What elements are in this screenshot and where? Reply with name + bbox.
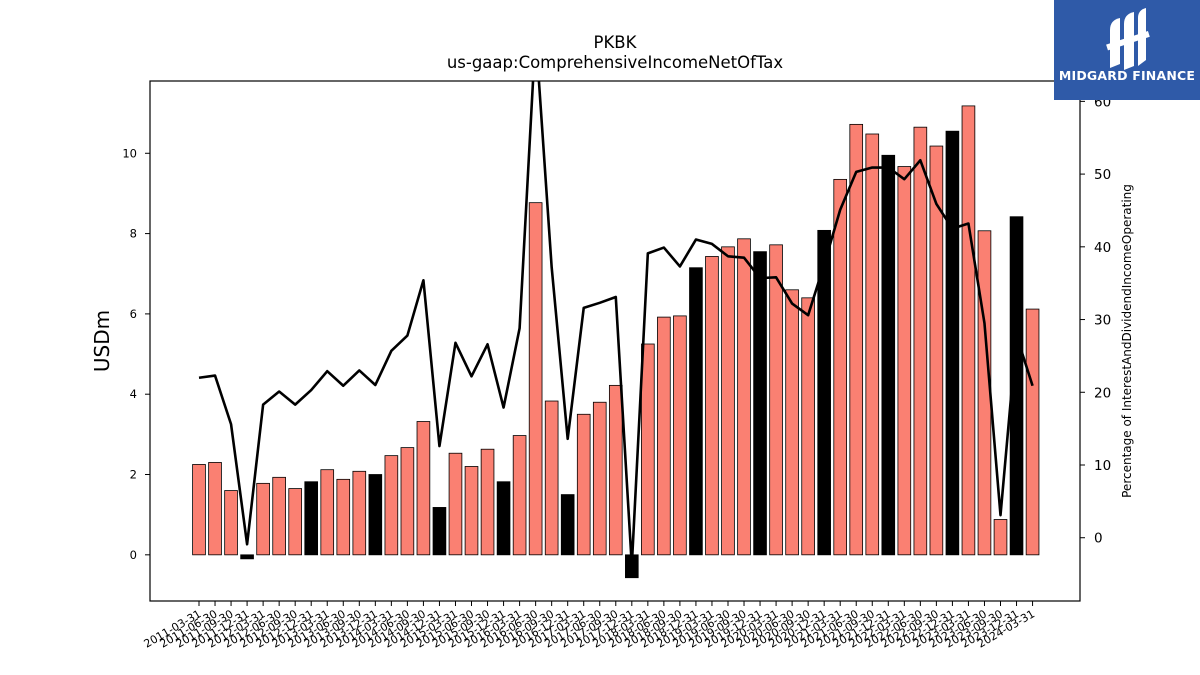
bar [1025,308,1040,556]
bar [320,469,335,556]
bar [769,244,783,556]
y2-tick-label: 20 [1094,385,1111,401]
bar [464,466,479,556]
y-tick-label: 10 [122,146,137,160]
bar [400,447,415,556]
bar [737,238,751,556]
bar [881,154,896,556]
y-tick-label: 2 [130,468,137,482]
bar [673,315,687,556]
bar [833,178,847,556]
bar [432,507,447,556]
y2-tick-label: 0 [1094,531,1103,547]
y2-tick-label: 40 [1094,240,1111,256]
bar [897,166,912,556]
bar [817,229,831,556]
y-axis-label: USDm [90,310,114,372]
bar [336,478,351,556]
bar [657,316,671,556]
y-tick-label: 4 [130,387,137,401]
y-tick-label: 0 [130,548,137,562]
bar [929,145,944,556]
bar [560,494,575,556]
midgard-finance-logo: MIDGARD FINANCE [1054,0,1200,100]
bar [993,519,1008,556]
bar [785,289,799,556]
bar [304,481,319,556]
y-tick-label: 8 [130,227,137,241]
bar [689,267,703,556]
bar [849,123,864,556]
bar [208,462,222,556]
chart-subtitle: us-gaap:ComprehensiveIncomeNetOfTax [447,53,784,72]
plot-frame [149,80,1081,602]
bar [512,435,527,556]
bar [528,202,543,556]
bar [641,343,655,556]
bar [224,490,238,556]
bar [480,448,495,556]
bar [256,482,270,556]
bar [544,400,559,556]
bar [352,470,367,556]
bar [240,554,254,560]
percentage-line [198,81,1034,567]
bar [416,421,431,556]
bar [448,452,463,556]
bar [384,455,399,556]
bar [705,256,719,556]
y2-tick-label: 50 [1094,167,1111,183]
bar [977,230,992,556]
bar [753,251,767,556]
bar [865,133,880,556]
y2-axis-label: Percentage of InterestAndDividendIncomeO… [1120,184,1134,498]
bar [961,105,976,556]
bar [913,126,928,556]
midgard-logo-icon [1106,8,1150,70]
y2-tick-label: 30 [1094,313,1111,329]
bar [608,384,623,556]
bar [192,464,206,556]
bar [592,401,607,556]
bar [721,246,735,556]
bar [801,297,815,556]
y-tick-label: 6 [130,307,137,321]
bar [368,474,383,556]
bar [945,130,960,556]
bar [496,481,511,556]
chart-title: PKBK [594,33,638,52]
bar [272,476,286,556]
plot-content [192,81,1040,579]
plot-area: 024681001020304050602011-03-312011-06-30… [122,80,1111,651]
y2-tick-label: 10 [1094,458,1111,474]
logo-text: MIDGARD FINANCE [1058,68,1196,83]
bar [288,488,302,556]
bar [1009,216,1024,556]
bar [576,413,591,556]
